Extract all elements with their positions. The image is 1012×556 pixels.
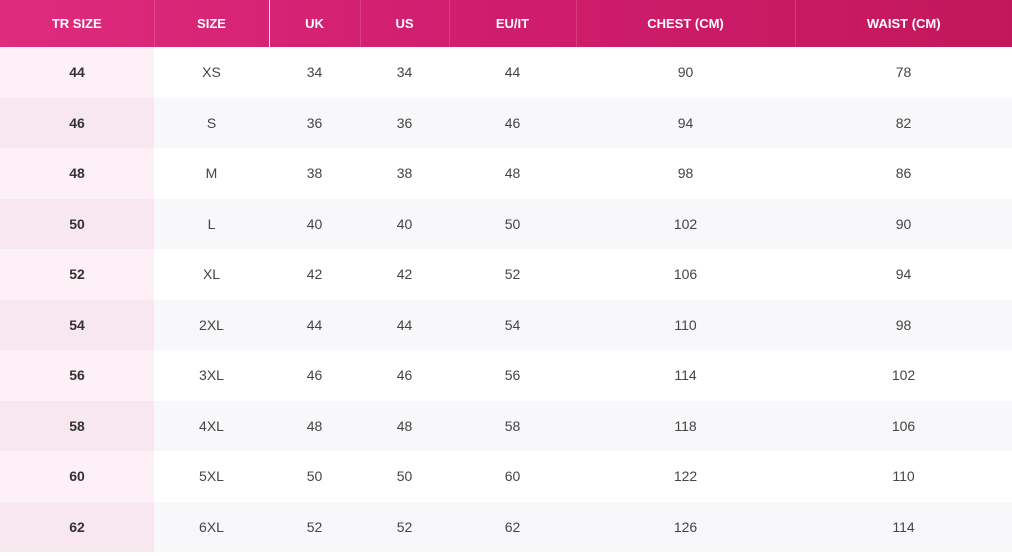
table-cell: 122 bbox=[673, 468, 698, 485]
table-cell: 90 bbox=[795, 198, 1012, 249]
table-cell: 48 bbox=[269, 400, 360, 451]
column-header: CHEST (CM) bbox=[575, 0, 795, 47]
tr-size-cell: 46 bbox=[0, 97, 154, 148]
table-cell: L bbox=[154, 198, 269, 249]
table-row: 44 XS 34 34 44 90 78 bbox=[0, 47, 1012, 98]
table-cell: 38 bbox=[306, 165, 323, 182]
table-cell: 90 bbox=[677, 64, 694, 81]
table-cell: 52 bbox=[269, 501, 360, 552]
table-row: 46 S 36 36 46 94 82 bbox=[0, 97, 1012, 148]
tr-size-cell: 62 bbox=[0, 501, 154, 552]
table-cell: 114 bbox=[795, 501, 1012, 552]
table-row: 52 XL 42 42 52 106 94 bbox=[0, 249, 1012, 300]
table-cell: 44 bbox=[360, 299, 449, 350]
table-cell: XL bbox=[202, 266, 221, 283]
tr-size-cell: 58 bbox=[0, 400, 154, 451]
column-header: WAIST (CM) bbox=[794, 0, 1012, 47]
table-row: 56 3XL 46 46 56 114 102 bbox=[0, 350, 1012, 401]
table-cell: 110 bbox=[576, 299, 795, 350]
table-cell: 40 bbox=[360, 198, 449, 249]
table-cell: 82 bbox=[795, 97, 1012, 148]
table-cell: 6XL bbox=[154, 501, 269, 552]
table-cell: 98 bbox=[795, 299, 1012, 350]
table-cell: 42 bbox=[396, 266, 413, 283]
table-cell: 102 bbox=[891, 367, 916, 384]
table-cell: 118 bbox=[576, 400, 795, 451]
table-cell: 106 bbox=[673, 266, 698, 283]
table-cell: 42 bbox=[306, 266, 323, 283]
table-cell: 48 bbox=[504, 165, 521, 182]
table-cell: 44 bbox=[504, 64, 521, 81]
table-cell: 34 bbox=[396, 64, 413, 81]
table-cell: M bbox=[205, 165, 218, 182]
table-cell: 56 bbox=[504, 367, 521, 384]
table-cell: 50 bbox=[449, 198, 576, 249]
tr-size-cell: 44 bbox=[0, 47, 154, 98]
table-header: TR SIZE SIZE UK US EU/IT CHEST (CM) WAIST (CM) bbox=[0, 0, 1012, 47]
table-cell: 114 bbox=[674, 367, 697, 384]
table-cell: 38 bbox=[396, 165, 413, 182]
table-cell: 34 bbox=[306, 64, 323, 81]
column-header: US bbox=[359, 0, 449, 47]
tr-size-cell: 56 bbox=[0, 350, 154, 401]
table-cell: 5XL bbox=[199, 468, 224, 485]
table-cell: 106 bbox=[795, 400, 1012, 451]
column-header: UK bbox=[268, 0, 360, 47]
table-row: 62 6XL 52 52 62 126 114 bbox=[0, 501, 1012, 552]
table-cell: 3XL bbox=[199, 367, 224, 384]
table-cell: 52 bbox=[360, 501, 449, 552]
table-cell: 50 bbox=[396, 468, 413, 485]
table-cell: 4XL bbox=[154, 400, 269, 451]
table-cell: 110 bbox=[892, 468, 915, 485]
table-cell: 46 bbox=[396, 367, 413, 384]
table-cell: 40 bbox=[269, 198, 360, 249]
table-cell: 50 bbox=[306, 468, 323, 485]
table-cell: 36 bbox=[269, 97, 360, 148]
tr-size-cell: 48 bbox=[0, 148, 154, 199]
table-cell: 54 bbox=[449, 299, 576, 350]
table-row: 48 M 38 38 48 98 86 bbox=[0, 148, 1012, 199]
table-cell: 94 bbox=[895, 266, 912, 283]
table-row: 60 5XL 50 50 60 122 110 bbox=[0, 451, 1012, 502]
column-header: EU/IT bbox=[448, 0, 576, 47]
table-cell: 36 bbox=[360, 97, 449, 148]
table-cell: 44 bbox=[269, 299, 360, 350]
table-row: 54 2XL 44 44 54 110 98 bbox=[0, 299, 1012, 350]
table-cell: 52 bbox=[504, 266, 521, 283]
table-body: 44 XS 34 34 44 90 78 46 S 36 36 46 94 82 48 M 38 38 48 98 86… bbox=[0, 47, 1012, 552]
table-cell: XS bbox=[202, 64, 221, 81]
table-cell: S bbox=[154, 97, 269, 148]
table-cell: 48 bbox=[360, 400, 449, 451]
table-cell: 46 bbox=[449, 97, 576, 148]
column-header: SIZE bbox=[153, 0, 269, 47]
table-cell: 58 bbox=[449, 400, 576, 451]
header-row: TR SIZE SIZE UK US EU/IT CHEST (CM) WAIST (CM) bbox=[0, 0, 1012, 47]
tr-size-cell: 52 bbox=[0, 249, 154, 300]
table-cell: 86 bbox=[895, 165, 912, 182]
tr-size-cell: 60 bbox=[0, 451, 154, 502]
table-cell: 94 bbox=[576, 97, 795, 148]
tr-size-cell: 50 bbox=[0, 198, 154, 249]
table-row: 58 4XL 48 48 58 118 106 bbox=[0, 400, 1012, 451]
table-cell: 102 bbox=[576, 198, 795, 249]
table-cell: 126 bbox=[576, 501, 795, 552]
table-cell: 78 bbox=[895, 64, 912, 81]
table-cell: 60 bbox=[504, 468, 521, 485]
table-cell: 98 bbox=[677, 165, 694, 182]
column-header: TR SIZE bbox=[51, 16, 102, 31]
tr-size-cell: 54 bbox=[0, 299, 154, 350]
table-cell: 2XL bbox=[154, 299, 269, 350]
table-row: 50 L 40 40 50 102 90 bbox=[0, 198, 1012, 249]
table-cell: 62 bbox=[449, 501, 576, 552]
table-cell: 46 bbox=[306, 367, 323, 384]
